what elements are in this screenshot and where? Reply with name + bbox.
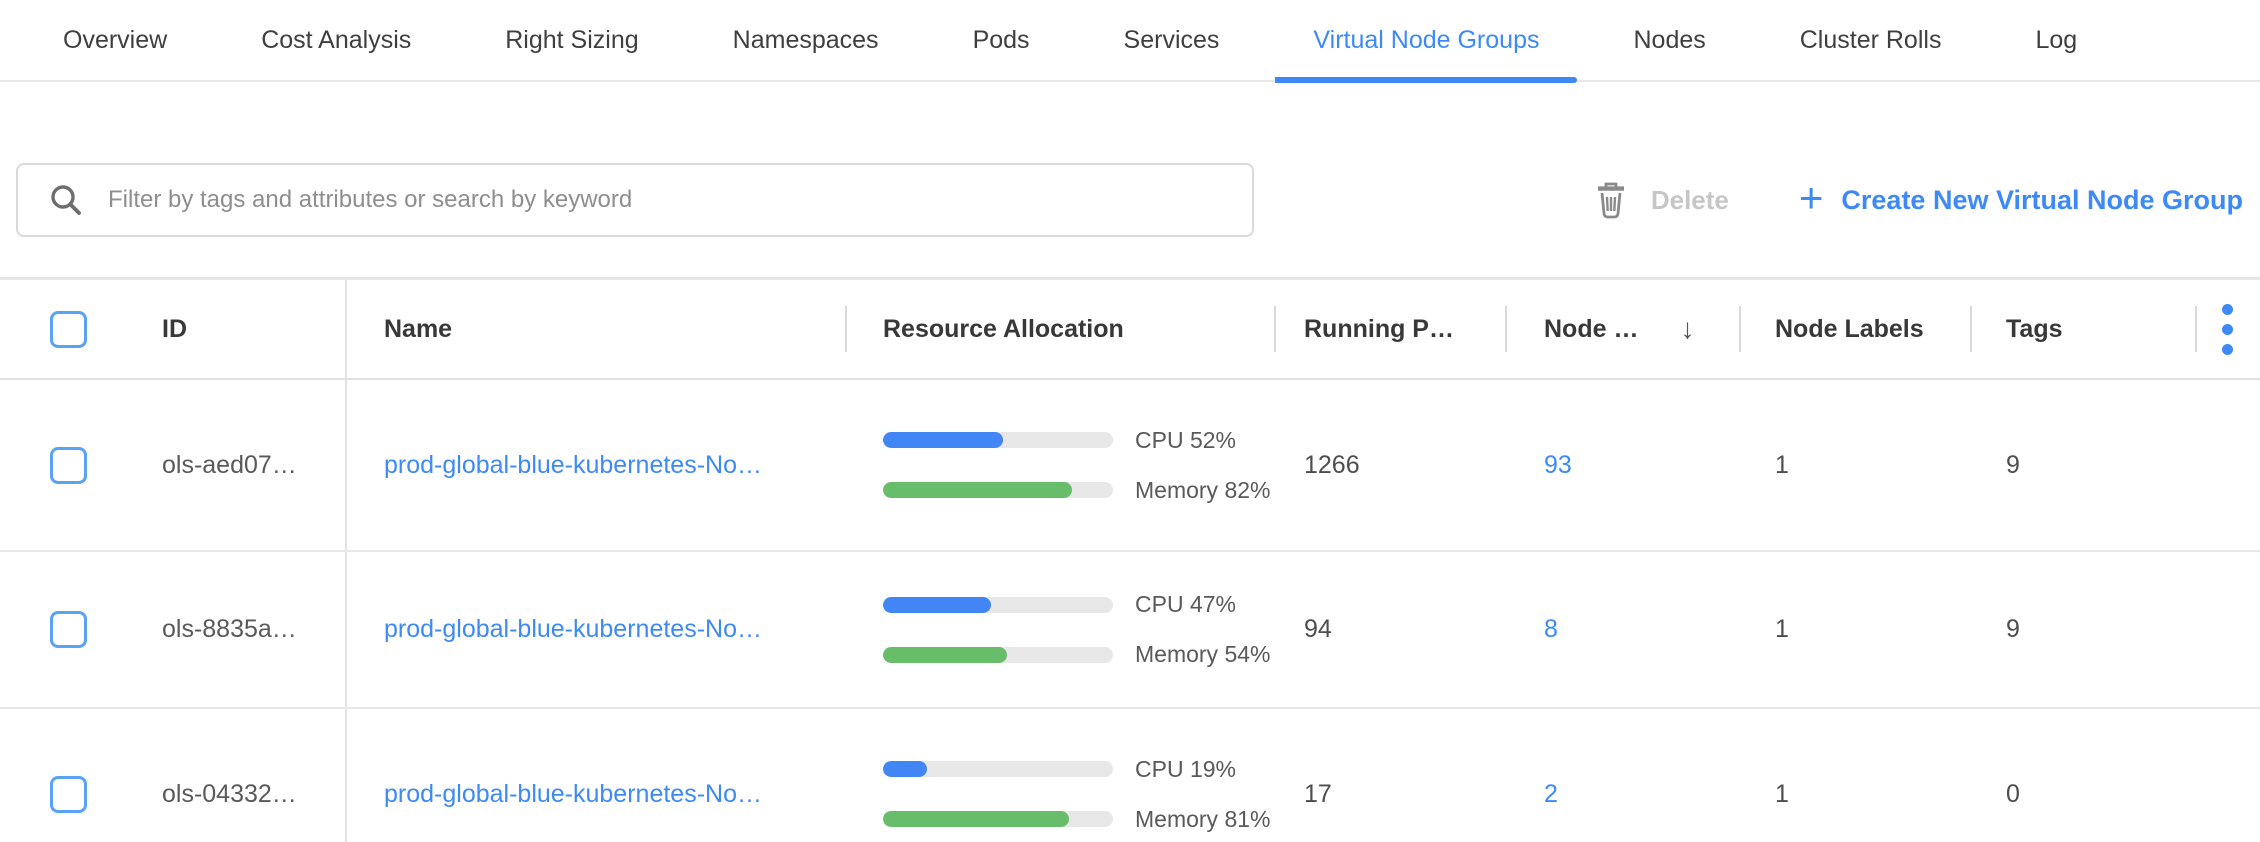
- search-icon: [51, 185, 81, 215]
- cpu-usage-label: CPU 19%: [1135, 755, 1236, 782]
- memory-usage-bar: [883, 811, 1113, 827]
- tab-pods[interactable]: Pods: [972, 25, 1030, 54]
- create-button-label: Create New Virtual Node Group: [1841, 184, 2243, 215]
- tab-services[interactable]: Services: [1123, 25, 1220, 54]
- row-id: ols-8835a…: [162, 615, 297, 643]
- nodes-count-link[interactable]: 8: [1544, 615, 1558, 643]
- resource-allocation-bars: CPU 52% Memory 82%: [883, 427, 1270, 504]
- memory-usage-bar: [883, 646, 1113, 663]
- resource-allocation-bars: CPU 47% Memory 54%: [883, 591, 1270, 668]
- memory-usage-label: Memory 82%: [1135, 476, 1271, 503]
- column-settings-menu-icon[interactable]: [2216, 298, 2239, 361]
- row-checkbox[interactable]: [50, 611, 87, 648]
- row-name-link[interactable]: prod-global-blue-kubernetes-No…: [384, 779, 762, 808]
- select-all-checkbox[interactable]: [50, 310, 87, 348]
- memory-usage-bar: [883, 482, 1113, 498]
- tab-virtual-node-groups[interactable]: Virtual Node Groups: [1275, 0, 1578, 83]
- row-id: ols-aed07…: [162, 450, 297, 479]
- cpu-usage-bar: [883, 596, 1113, 613]
- cpu-usage-bar: [883, 761, 1113, 777]
- tab-right-sizing[interactable]: Right Sizing: [505, 25, 639, 54]
- sort-desc-icon: ↓: [1680, 313, 1695, 344]
- filter-search-box: [16, 163, 1254, 237]
- column-header-name[interactable]: Name: [345, 280, 845, 378]
- row-name-link[interactable]: prod-global-blue-kubernetes-No…: [384, 450, 762, 479]
- table-row: ols-aed07… prod-global-blue-kubernetes-N…: [0, 380, 2260, 552]
- table-header-row: ID Name Resource Allocation Running P… N…: [0, 280, 2260, 380]
- tab-bar: Overview Cost Analysis Right Sizing Name…: [0, 0, 2260, 83]
- toolbar-actions: Delete + Create New Virtual Node Group: [1593, 174, 2243, 221]
- running-pods-value: 1266: [1304, 450, 1360, 479]
- trash-icon: [1597, 182, 1624, 219]
- row-id: ols-04332…: [162, 779, 297, 808]
- tab-nodes[interactable]: Nodes: [1633, 25, 1706, 54]
- tags-value: 9: [2006, 615, 2020, 643]
- toolbar: Delete + Create New Virtual Node Group: [0, 163, 2260, 237]
- memory-usage-label: Memory 54%: [1135, 641, 1271, 667]
- running-pods-value: 94: [1304, 615, 1332, 643]
- tags-value: 0: [2006, 779, 2020, 808]
- search-input[interactable]: [108, 186, 1232, 214]
- column-header-node-labels[interactable]: Node Labels: [1739, 280, 1970, 378]
- delete-button-label: Delete: [1650, 184, 1729, 215]
- table-row: ols-8835a… prod-global-blue-kubernetes-N…: [0, 552, 2260, 709]
- tab-cluster-rolls[interactable]: Cluster Rolls: [1799, 25, 1942, 54]
- column-header-nodes[interactable]: Node … ↓: [1505, 280, 1739, 378]
- column-header-tags[interactable]: Tags: [1970, 280, 2195, 378]
- cpu-usage-label: CPU 52%: [1135, 426, 1236, 453]
- column-header-id[interactable]: ID: [162, 314, 187, 343]
- column-header-running-pods[interactable]: Running P…: [1274, 280, 1505, 378]
- node-labels-value: 1: [1775, 615, 1789, 643]
- node-labels-value: 1: [1775, 779, 1789, 808]
- running-pods-value: 17: [1304, 779, 1332, 808]
- resource-allocation-bars: CPU 19% Memory 81%: [883, 756, 1270, 833]
- tab-namespaces[interactable]: Namespaces: [732, 25, 879, 54]
- row-name-link[interactable]: prod-global-blue-kubernetes-No…: [384, 615, 762, 643]
- tab-cost-analysis[interactable]: Cost Analysis: [261, 25, 412, 54]
- row-checkbox[interactable]: [50, 446, 87, 484]
- tab-log[interactable]: Log: [2035, 25, 2078, 54]
- virtual-node-groups-table: ID Name Resource Allocation Running P… N…: [0, 277, 2260, 842]
- tab-overview[interactable]: Overview: [63, 25, 168, 54]
- cpu-usage-label: CPU 47%: [1135, 591, 1236, 617]
- row-checkbox[interactable]: [50, 775, 87, 813]
- tags-value: 9: [2006, 450, 2020, 479]
- create-new-virtual-node-group-button[interactable]: + Create New Virtual Node Group: [1798, 174, 2243, 221]
- plus-icon: +: [1798, 174, 1824, 221]
- memory-usage-label: Memory 81%: [1135, 805, 1271, 832]
- table-row: ols-04332… prod-global-blue-kubernetes-N…: [0, 709, 2260, 842]
- delete-button[interactable]: Delete: [1593, 180, 1729, 220]
- column-header-nodes-label: Node …: [1544, 314, 1639, 343]
- column-header-resource-allocation[interactable]: Resource Allocation: [845, 280, 1274, 378]
- nodes-count-link[interactable]: 2: [1544, 779, 1558, 808]
- cpu-usage-bar: [883, 432, 1113, 448]
- node-labels-value: 1: [1775, 450, 1789, 479]
- nodes-count-link[interactable]: 93: [1544, 450, 1572, 479]
